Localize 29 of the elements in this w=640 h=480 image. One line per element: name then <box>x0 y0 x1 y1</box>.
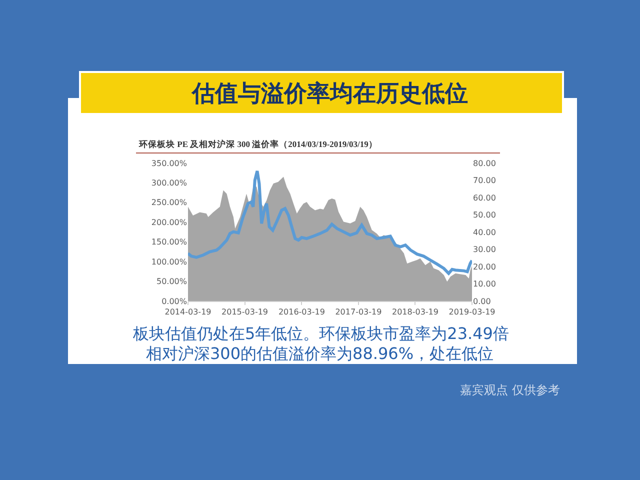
x-tick-label: 2015-03-19 <box>222 308 268 317</box>
y2-tick-label: 0.00 <box>473 296 491 306</box>
text: 板块估值仍处在5年低位。环保板块市盈率为23.49倍 <box>132 324 509 343</box>
y2-tick-label: 30.00 <box>473 245 496 254</box>
chart-subtitle: 环保板块 PE 及相对沪深 300 溢价率（2014/03/19-2019/03/19） <box>138 139 378 149</box>
y2-tick-label: 60.00 <box>473 193 496 202</box>
y-tick-label: 150.00% <box>151 238 188 247</box>
y2-tick-label: 70.00 <box>473 176 496 186</box>
y-tick-label: 200.00% <box>151 218 188 227</box>
y2-tick-label: 40.00 <box>473 228 496 237</box>
y-tick-label: 100.00% <box>151 257 188 266</box>
y2-tick-label: 50.00 <box>473 210 496 220</box>
y-tick-label: 50.00% <box>156 277 188 286</box>
y-tick-label: 350.00% <box>151 158 188 168</box>
y2-tick-label: 80.00 <box>473 158 496 168</box>
x-tick-label: 2018-03-19 <box>392 308 438 317</box>
y-tick-label: 300.00% <box>151 178 188 188</box>
x-tick-label: 2019-03-19 <box>448 308 496 317</box>
x-tick-label: 2016-03-19 <box>278 308 325 317</box>
chart-title: 估值与溢价率均在历史低位 <box>191 80 468 108</box>
text: 相对沪深300的估值溢价率为88.96%，处在低位 <box>146 344 494 363</box>
y-tick-label: 0.00% <box>162 296 188 306</box>
y-tick-label: 250.00% <box>151 198 188 208</box>
text: 嘉宾观点 仅供参考 <box>460 383 560 397</box>
y2-tick-label: 10.00 <box>473 280 496 289</box>
x-tick-label: 2017-03-19 <box>335 308 382 317</box>
x-tick-label: 2014-03-19 <box>164 308 212 317</box>
line-series <box>188 169 472 275</box>
y2-tick-label: 20.00 <box>473 262 496 272</box>
